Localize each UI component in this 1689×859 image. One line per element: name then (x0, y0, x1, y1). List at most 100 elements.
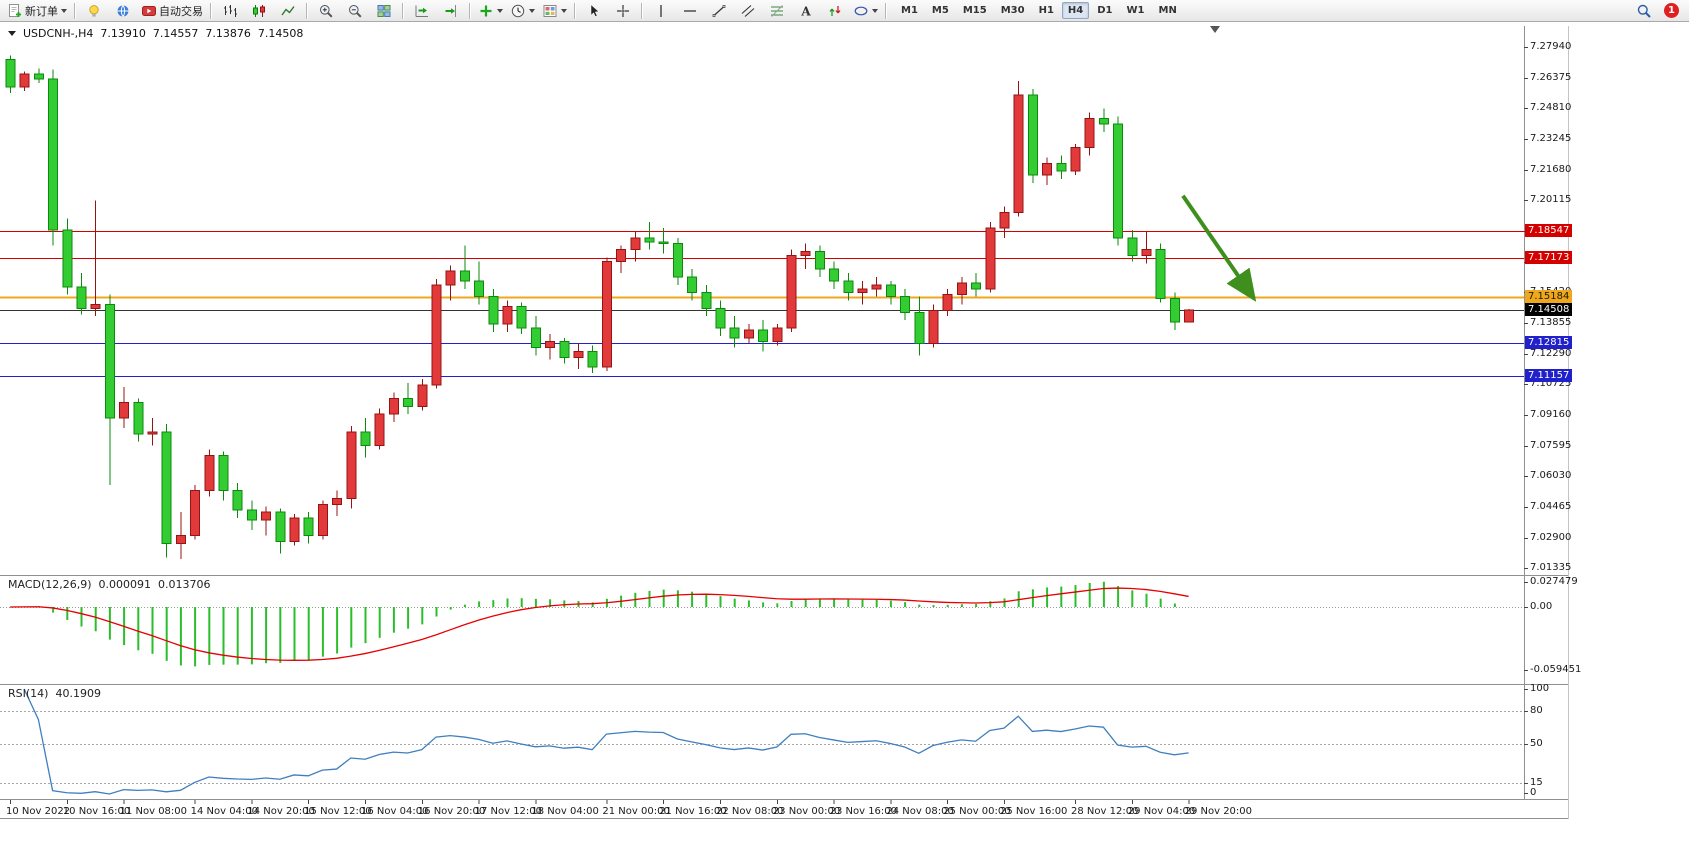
ohlc-close: 7.14508 (257, 27, 304, 40)
timeframe-m30[interactable]: M30 (1000, 5, 1025, 16)
candle (459, 270, 470, 282)
candle (261, 511, 272, 521)
price-axis-label: 7.12290 (1530, 347, 1572, 359)
line-chart-icon (280, 3, 296, 19)
candle (516, 305, 527, 329)
price-axis-label: 7.24810 (1530, 102, 1572, 114)
time-axis-label: 23 Nov 00:00 (772, 806, 841, 817)
candle (900, 296, 911, 313)
time-axis-label: 29 Nov 20:00 (1184, 806, 1253, 817)
timeframe-switcher: M1 M5 M15 M30 H1 H4 D1 W1 MN (895, 2, 1183, 19)
new-order-caret-icon[interactable] (61, 8, 67, 13)
channel-icon (740, 3, 756, 19)
hline-button[interactable] (676, 0, 704, 22)
arrows-button[interactable] (821, 0, 849, 22)
zoom-in-button[interactable] (312, 0, 340, 22)
templates-button[interactable] (539, 0, 570, 22)
chart-shift-button[interactable] (437, 0, 465, 22)
timeframe-d1[interactable]: D1 (1097, 5, 1113, 16)
candle (559, 341, 570, 358)
bars-chart-button[interactable] (216, 0, 244, 22)
price-axis-label: 7.02900 (1530, 531, 1572, 543)
candle (601, 260, 612, 368)
periods-caret-icon[interactable] (529, 8, 535, 13)
metaeditor-icon (86, 3, 102, 19)
community-button[interactable] (109, 0, 137, 22)
candle (5, 59, 16, 88)
toolbar-separator (306, 2, 308, 19)
time-axis-label: 21 Nov 16:00 (659, 806, 727, 817)
line-chart-button[interactable] (274, 0, 302, 22)
trend-arrow[interactable] (1181, 194, 1257, 302)
shapes-caret-icon[interactable] (872, 8, 878, 13)
indicators-button[interactable] (475, 0, 506, 22)
zoom-out-button[interactable] (341, 0, 369, 22)
candle (119, 401, 130, 419)
time-axis-label: 17 Nov 12:00 (474, 806, 543, 817)
price-level-badge-resistance-1: 7.18547 (1525, 224, 1572, 237)
trendline-button[interactable] (705, 0, 733, 22)
price-axis-label: 7.27940 (1530, 41, 1572, 52)
text-button[interactable]: A (792, 0, 820, 22)
auto-scroll-button[interactable] (408, 0, 436, 22)
indicators-icon (478, 3, 494, 19)
candle (687, 276, 698, 294)
chart-menu-caret[interactable] (8, 31, 16, 36)
notification-badge[interactable]: 1 (1664, 3, 1679, 18)
timeframe-m5[interactable]: M5 (931, 5, 949, 16)
time-axis-label: 11 Nov 08:00 (119, 806, 188, 817)
candle-chart-button[interactable] (245, 0, 273, 22)
channel-button[interactable] (734, 0, 762, 22)
price-level-badge-resistance-2: 7.17173 (1525, 251, 1572, 264)
price-axis-label: 7.13855 (1530, 316, 1572, 328)
crosshair-button[interactable] (609, 0, 637, 22)
candle (814, 251, 825, 270)
autotrading-button[interactable]: 自动交易 (138, 0, 206, 22)
chart-shift-marker[interactable] (1210, 26, 1220, 33)
autotrading-label: 自动交易 (159, 4, 203, 18)
candle (33, 73, 44, 80)
candle (1141, 249, 1152, 256)
candle (616, 249, 627, 262)
cursor-button[interactable] (580, 0, 608, 22)
timeframe-h1[interactable]: H1 (1038, 5, 1054, 16)
cursor-icon (586, 3, 602, 19)
candle (658, 241, 669, 245)
templates-icon (542, 3, 558, 19)
fibonacci-button[interactable] (763, 0, 791, 22)
macd-signal-line (9, 587, 1189, 661)
tile-windows-button[interactable] (370, 0, 398, 22)
metaeditor-button[interactable] (80, 0, 108, 22)
candle (133, 401, 144, 435)
new-order-button[interactable]: 新订单 (4, 0, 70, 22)
shapes-button[interactable] (850, 0, 881, 22)
templates-caret-icon[interactable] (561, 8, 567, 13)
macd-axis-label: 0.00 (1530, 601, 1553, 612)
periods-button[interactable] (507, 0, 538, 22)
candle (772, 327, 783, 343)
indicators-caret-icon[interactable] (497, 8, 503, 13)
new-order-icon (7, 3, 23, 19)
candle (317, 503, 328, 537)
search-button[interactable] (1630, 0, 1658, 22)
text-icon: A (798, 3, 814, 19)
candle (232, 490, 243, 511)
candle (1113, 123, 1124, 239)
timeframe-mn[interactable]: MN (1158, 5, 1177, 16)
vline-button[interactable] (647, 0, 675, 22)
time-axis-label: 25 Nov 16:00 (1000, 806, 1068, 817)
candle (1155, 249, 1166, 300)
macd-signal-value: 0.013706 (158, 578, 211, 591)
candle (360, 431, 371, 447)
timeframe-w1[interactable]: W1 (1126, 5, 1145, 16)
price-axis-label: 7.26375 (1530, 71, 1572, 83)
time-axis-label: 24 Nov 08:00 (886, 806, 954, 817)
timeframe-m1[interactable]: M1 (901, 5, 918, 16)
bars-chart-icon (222, 3, 238, 19)
price-level-badge-pivot: 7.15184 (1525, 290, 1572, 303)
rsi-axis-label: 100 (1530, 683, 1550, 694)
timeframe-h4[interactable]: H4 (1061, 2, 1090, 19)
candle (644, 237, 655, 243)
timeframe-m15[interactable]: M15 (962, 5, 987, 16)
